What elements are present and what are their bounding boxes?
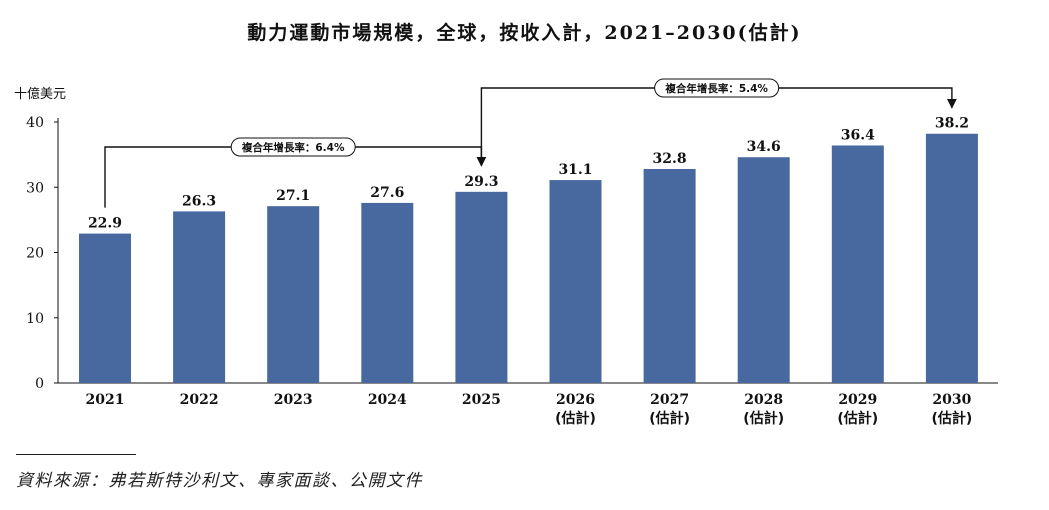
y-tick-label: 40 (26, 115, 44, 131)
x-tick-label: 2029 (838, 392, 877, 408)
chart-title: 動力運動市場規模，全球，按收入計，2021–2030(估計) (247, 22, 802, 44)
bar-value-label: 29.3 (464, 174, 498, 190)
bar-2028 (737, 157, 790, 383)
bar-2026 (549, 180, 602, 383)
bar-value-label: 34.6 (747, 139, 781, 155)
x-tick-note: (估計) (743, 410, 784, 427)
x-tick-label: 2028 (744, 392, 783, 408)
cagr-label: 複合年增長率：6.4% (241, 141, 345, 154)
bar-value-label: 31.1 (558, 162, 592, 178)
y-tick-label: 10 (26, 311, 44, 327)
bar-2022 (173, 211, 226, 383)
cagr-label: 複合年增長率：5.4% (664, 82, 768, 95)
bar-2027 (643, 168, 696, 383)
x-tick-label: 2024 (368, 392, 407, 408)
x-tick-label: 2027 (650, 392, 689, 408)
bar-value-label: 22.9 (88, 216, 122, 232)
x-tick-label: 2030 (932, 392, 971, 408)
y-axis: 十億美元 0 10 20 30 40 (14, 86, 66, 392)
bar-value-label: 36.4 (841, 127, 875, 143)
bar-value-label: 27.6 (370, 185, 404, 201)
y-tick-label: 20 (26, 246, 44, 262)
y-tick-label: 0 (35, 376, 44, 392)
bar-2030 (925, 133, 978, 383)
cagr-label-box (230, 137, 356, 157)
x-tick-label: 2021 (86, 392, 125, 408)
x-axis: 2021 2022 2023 2024 2025 2026 (估計) 2027 (估計) 2028… (58, 382, 998, 427)
x-tick-note: (估計) (932, 410, 973, 427)
x-tick-note: (估計) (649, 410, 690, 427)
x-tick-label: 2023 (274, 392, 313, 408)
x-tick-note: (估計) (837, 410, 878, 427)
bar-2024 (361, 202, 414, 383)
bar-2023 (267, 206, 320, 383)
bar-2025 (455, 191, 508, 383)
bar-value-label: 32.8 (653, 151, 687, 167)
cagr-label-box (654, 78, 780, 98)
y-axis-label: 十億美元 (14, 86, 66, 102)
y-tick-label: 30 (26, 180, 44, 196)
x-tick-label: 2022 (180, 392, 219, 408)
source-note: 資料來源：弗若斯特沙利文、專家面談、公開文件 (16, 471, 423, 491)
bar-value-label: 27.1 (276, 188, 310, 204)
x-tick-label: 2025 (462, 392, 501, 408)
bar-value-label: 26.3 (182, 193, 216, 209)
x-tick-note: (估計) (555, 410, 596, 427)
bar-2029 (831, 145, 884, 383)
bar-value-label: 38.2 (935, 116, 969, 132)
bar-2021 (79, 233, 131, 383)
source-divider (16, 454, 136, 455)
cagr-annotations: 複合年增長率：6.4% 複合年增長率：5.4% (104, 78, 957, 208)
x-tick-label: 2026 (556, 392, 595, 408)
bars (79, 133, 978, 383)
value-labels: 22.9 26.3 27.1 27.6 29.3 31.1 32.8 34.6 36.4 38.2 (88, 116, 969, 232)
